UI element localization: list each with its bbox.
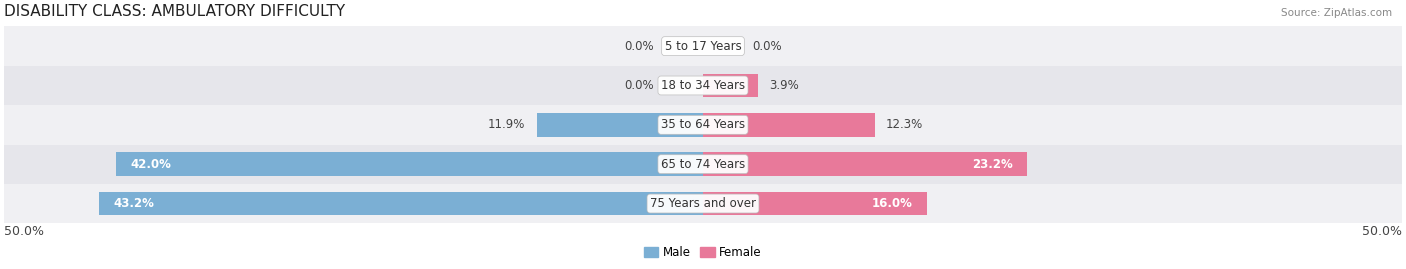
Text: 35 to 64 Years: 35 to 64 Years bbox=[661, 118, 745, 131]
Text: 75 Years and over: 75 Years and over bbox=[650, 197, 756, 210]
Text: DISABILITY CLASS: AMBULATORY DIFFICULTY: DISABILITY CLASS: AMBULATORY DIFFICULTY bbox=[4, 4, 346, 19]
Bar bbox=[100, 192, 703, 215]
Text: 23.2%: 23.2% bbox=[973, 158, 1014, 171]
Bar bbox=[703, 192, 927, 215]
Bar bbox=[703, 74, 758, 97]
Bar bbox=[4, 66, 1402, 105]
Text: 50.0%: 50.0% bbox=[4, 225, 44, 238]
Bar bbox=[4, 184, 1402, 223]
Text: 12.3%: 12.3% bbox=[886, 118, 924, 131]
Text: 42.0%: 42.0% bbox=[129, 158, 172, 171]
Text: 18 to 34 Years: 18 to 34 Years bbox=[661, 79, 745, 92]
Bar bbox=[115, 152, 703, 176]
Bar bbox=[4, 144, 1402, 184]
Text: 65 to 74 Years: 65 to 74 Years bbox=[661, 158, 745, 171]
Text: 16.0%: 16.0% bbox=[872, 197, 912, 210]
Text: 11.9%: 11.9% bbox=[488, 118, 526, 131]
Legend: Male, Female: Male, Female bbox=[640, 241, 766, 263]
Text: Source: ZipAtlas.com: Source: ZipAtlas.com bbox=[1281, 8, 1392, 18]
Bar bbox=[4, 26, 1402, 66]
Text: 3.9%: 3.9% bbox=[769, 79, 799, 92]
Bar bbox=[537, 113, 703, 137]
Bar bbox=[4, 105, 1402, 144]
Text: 5 to 17 Years: 5 to 17 Years bbox=[665, 40, 741, 53]
Text: 43.2%: 43.2% bbox=[114, 197, 155, 210]
Text: 0.0%: 0.0% bbox=[624, 79, 654, 92]
Bar bbox=[703, 152, 1028, 176]
Text: 0.0%: 0.0% bbox=[752, 40, 782, 53]
Text: 50.0%: 50.0% bbox=[1362, 225, 1402, 238]
Text: 0.0%: 0.0% bbox=[624, 40, 654, 53]
Bar bbox=[703, 113, 875, 137]
